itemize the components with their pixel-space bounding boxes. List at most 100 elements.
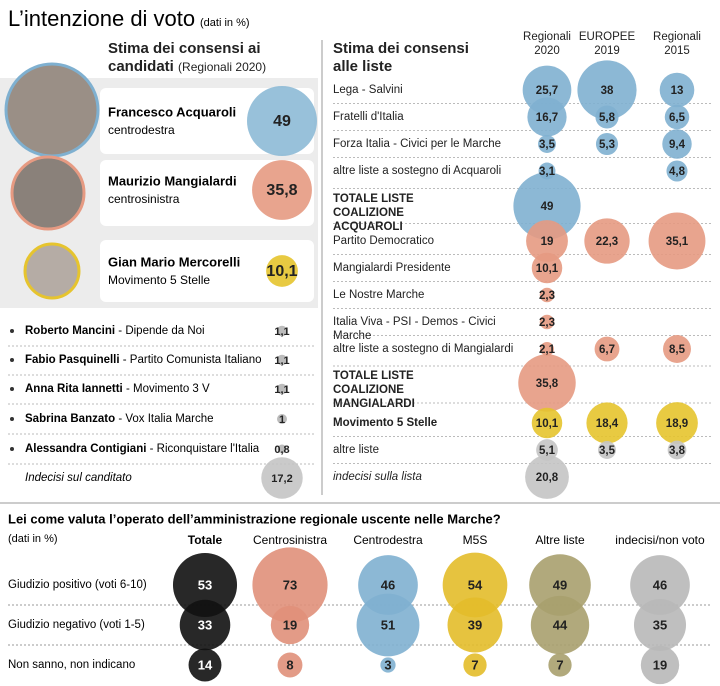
row-label: Lega - Salvini (333, 84, 403, 96)
value-label: 1,1 (274, 326, 289, 338)
candidate-detail: - Partito Comunista Italiano (123, 354, 262, 366)
bubble (247, 86, 317, 156)
bubble (276, 383, 288, 395)
bubble (270, 605, 310, 645)
photo (10, 155, 86, 231)
candidate-row: Fabio Pasquinelli - Partito Comunista It… (25, 354, 261, 366)
candidate-name: Sabrina Banzato (25, 413, 115, 425)
value-label: 54 (468, 577, 483, 592)
candidate-row: Alessandra Contigiani - Riconquistare l'… (25, 443, 260, 455)
photo (4, 62, 100, 158)
candidate-row: Sabrina Banzato - Vox Italia Marche (25, 413, 214, 425)
bubble (442, 552, 508, 618)
value-label: 5,1 (539, 445, 556, 457)
bubble (172, 552, 238, 618)
bubble (540, 342, 554, 356)
candidate-detail: - Vox Italia Marche (118, 413, 213, 425)
row-label: Movimento 5 Stelle (333, 417, 438, 429)
section-title: Stima dei consensi ai candidati (Regiona… (108, 40, 308, 76)
value-label: 13 (671, 85, 684, 97)
candidate-name: Indecisi sul canditato (25, 472, 132, 484)
bullet (10, 447, 14, 451)
value-label: 20,8 (536, 472, 559, 484)
value-label: 19 (283, 617, 297, 632)
row-label: altre liste a sostegno di Acquaroli (333, 165, 502, 177)
value-label: 8 (286, 657, 293, 672)
bubble (277, 652, 303, 678)
value-label: 49 (541, 201, 554, 213)
value-label: 51 (381, 617, 395, 632)
value-label: 44 (553, 617, 568, 632)
column-header: EUROPEE 2019 (578, 31, 636, 57)
value-label: 16,7 (536, 112, 558, 124)
bubble (276, 325, 288, 337)
value-label: 33 (198, 617, 212, 632)
bubble (659, 72, 695, 108)
value-label: 18,4 (596, 418, 619, 430)
bubble (252, 547, 328, 623)
bubble (539, 287, 555, 303)
bubble (577, 60, 637, 120)
value-label: 2,3 (539, 290, 555, 302)
value-label: 49 (553, 577, 567, 592)
value-label: 3,8 (669, 445, 686, 457)
value-label: 19 (653, 657, 667, 672)
row-label: TOTALE LISTE COALIZIONE ACQUAROLI (333, 193, 414, 233)
value-label: 39 (468, 617, 482, 632)
value-label: 4,8 (669, 166, 686, 178)
bubble (356, 593, 420, 657)
row-label: Le Nostre Marche (333, 289, 425, 301)
value-label: 35,8 (266, 182, 297, 199)
value-label: 2,3 (539, 317, 555, 329)
bubble (188, 648, 222, 682)
candidate-name: Gian Mario Mercorelli (108, 254, 240, 269)
candidate-name: Alessandra Contigiani (25, 443, 146, 455)
value-label: 3,5 (539, 139, 556, 151)
section-title: Lei come valuta l’operato dell’amministr… (8, 511, 501, 526)
value-label: 6,5 (669, 112, 686, 124)
value-label: 1,1 (274, 355, 289, 367)
candidate-detail: - Movimento 3 V (126, 383, 210, 395)
section-title: Stima dei consensi alle liste (333, 40, 469, 75)
candidate-name: Francesco Acquaroli (108, 104, 236, 119)
row-label: altre liste (333, 444, 380, 456)
bubble (266, 255, 298, 287)
note: (Regionali 2020) (178, 60, 267, 74)
row-label: Italia Viva - PSI - Demos - Civici March… (333, 316, 496, 342)
row-label: Giudizio positivo (voti 6-10) (8, 579, 147, 591)
bubble (527, 97, 567, 137)
value-label: 53 (198, 577, 212, 592)
bubble (538, 135, 556, 153)
column-header: M5S (463, 533, 488, 547)
bubble (548, 653, 572, 677)
bubble (584, 218, 630, 264)
value-label: 35 (653, 617, 667, 632)
value-label: 3 (384, 657, 391, 672)
bubble (664, 104, 690, 130)
title-note: (dati in %) (200, 17, 250, 29)
bullet (10, 387, 14, 391)
bubble (594, 336, 620, 362)
column-header: Regionali 2015 (653, 31, 701, 57)
candidate-name: Roberto Mancini (25, 325, 115, 337)
bullet (10, 358, 14, 362)
row-label: Forza Italia - Civici per le Marche (333, 138, 502, 150)
candidate-row: Anna Rita Iannetti - Movimento 3 V (25, 383, 210, 395)
column-header: Totale (188, 533, 223, 547)
bubble (630, 555, 690, 615)
candidate-detail: centrosinistra (108, 192, 180, 206)
bubble (656, 402, 698, 444)
row-label: TOTALE LISTE COALIZIONE MANGIALARDI (333, 370, 415, 410)
value-label: 10,1 (536, 263, 559, 275)
value-label: 18,9 (666, 418, 688, 430)
title-text: Stima dei consensi ai candidati (108, 40, 261, 75)
bubble (598, 441, 616, 459)
value-label: 3,1 (539, 166, 556, 178)
bubble (526, 220, 568, 262)
value-label: 22,3 (596, 236, 618, 248)
value-label: 1 (279, 414, 285, 426)
value-label: 35,8 (536, 378, 559, 390)
value-label: 46 (381, 577, 395, 592)
